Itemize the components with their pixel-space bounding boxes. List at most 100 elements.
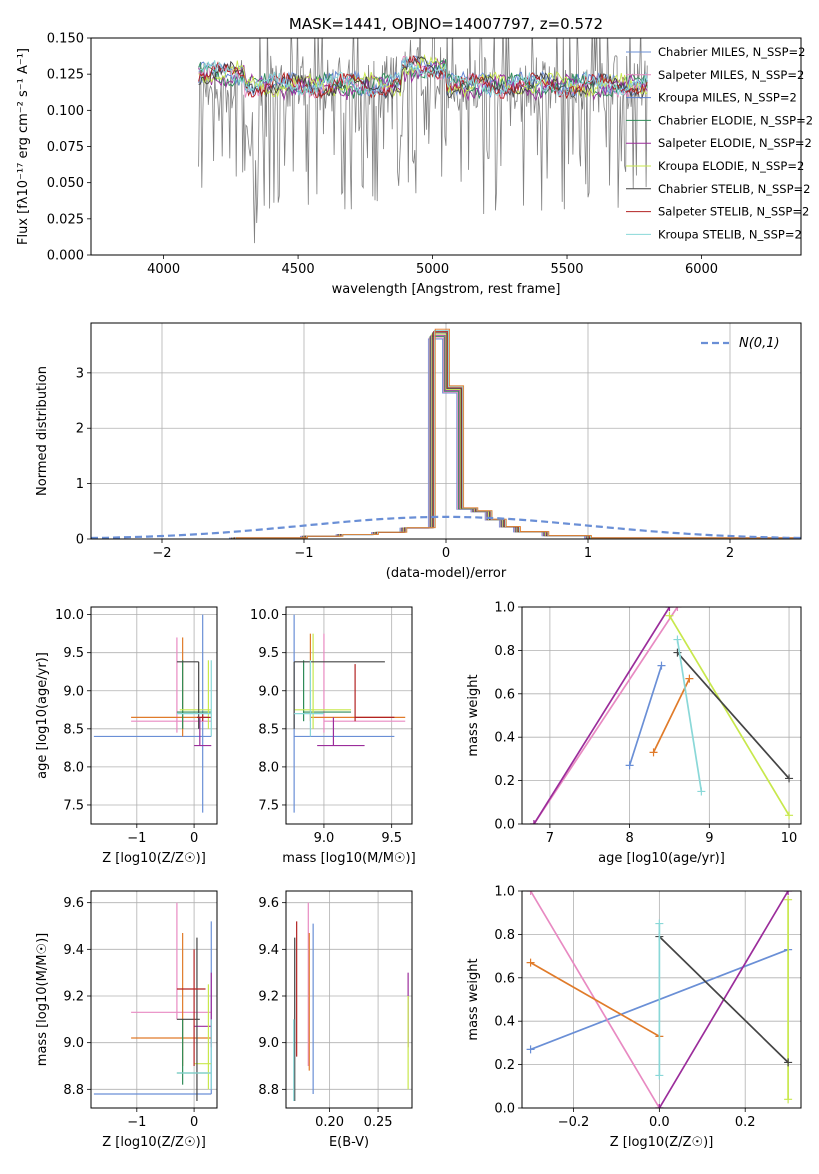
x-tick-label: 8	[625, 831, 633, 846]
y-tick-label: 9.2	[258, 990, 279, 1005]
residual-histogram-step	[91, 336, 800, 539]
y-tick-label: 0.100	[47, 104, 84, 119]
y-tick-label: 1.0	[494, 601, 515, 616]
y-tick-label: 0.150	[47, 32, 84, 47]
weight-plot-area	[529, 607, 794, 824]
axes-frame	[521, 890, 802, 1109]
y-tick-label: 1	[76, 477, 84, 492]
residual-histogram-step	[91, 338, 798, 539]
legend-entry: Salpeter MILES, N_SSP=2	[658, 68, 804, 82]
residual-histogram-step	[91, 337, 799, 539]
x-tick-label: 0.20	[315, 1115, 344, 1130]
weight-marker	[655, 1071, 664, 1080]
errorbar-plot-area	[93, 902, 212, 1101]
y-tick-label: 8.0	[258, 760, 279, 775]
residual-histogram-step	[94, 328, 801, 539]
y-axis-label: Flux [fλ10⁻¹⁷ erg cm⁻² s⁻¹ A⁻¹]	[16, 48, 31, 245]
x-axis-label: Z [log10(Z/Z☉)]	[610, 1135, 714, 1150]
axes-frame	[285, 606, 413, 825]
axes-frame	[90, 37, 802, 256]
x-tick-label: −0.2	[558, 1115, 590, 1130]
weight-vs-age-panel: 7 8 9 10 0.0 0.2 0.4 0.6 0.8 1.0 age [log10(age/yr…	[466, 601, 802, 866]
errorbar-plot-area	[293, 614, 406, 813]
x-tick-label: 5500	[550, 262, 583, 277]
x-tick-label: 10	[781, 831, 798, 846]
spectrum-plot-area	[198, 38, 648, 244]
legend-entry: Chabrier ELODIE, N_SSP=2	[658, 113, 813, 127]
y-tick-label: 0.025	[47, 212, 84, 227]
x-tick-label: 9	[705, 831, 713, 846]
y-tick-label: 8.8	[258, 1083, 279, 1098]
age-vs-metallicity-panel: −1 0 7.5 8.0 8.5 9.0 9.5 10.0 Z [log10(Z/Z☉)] age…	[35, 606, 218, 866]
errorbar-plot-area	[93, 614, 212, 813]
residuals-panel: −2 −1 0 1 2 0 1 2 3 (data-model)/error Normed dist…	[35, 322, 802, 581]
y-tick-label: 9.4	[63, 943, 84, 958]
y-tick-label: 0.8	[494, 644, 515, 659]
x-tick-label: 6000	[685, 262, 718, 277]
y-tick-label: 0.000	[47, 249, 84, 264]
weight-marker	[784, 895, 793, 904]
weight-marker	[697, 787, 706, 796]
weight-vs-metallicity-panel: −0.2 0.0 0.2 0.0 0.2 0.4 0.6 0.8 1.0 Z [log10(Z/Z…	[466, 885, 802, 1150]
y-tick-label: 0.8	[494, 928, 515, 943]
y-tick-label: 0.0	[494, 1102, 515, 1117]
weight-plot-area	[526, 891, 793, 1108]
y-tick-label: 3	[76, 366, 84, 381]
weight-marker	[529, 820, 538, 824]
x-axis-label: Z [log10(Z/Z☉)]	[102, 1135, 206, 1150]
y-tick-label: 0.2	[494, 774, 515, 789]
y-tick-label: 9.0	[63, 1036, 84, 1051]
y-tick-label: 7.5	[258, 798, 279, 813]
y-axis-label: age [log10(age/yr)]	[35, 652, 50, 779]
x-tick-label: 2	[726, 546, 734, 561]
weight-marker	[665, 607, 674, 611]
weight-marker	[657, 661, 666, 670]
y-tick-label: 8.5	[63, 722, 84, 737]
weight-marker	[784, 1095, 793, 1104]
weight-marker	[526, 1045, 535, 1054]
model-spectrum-line	[198, 53, 648, 99]
y-tick-label: 9.5	[63, 646, 84, 661]
x-axis-label: mass [log10(M/M☉)]	[282, 851, 415, 866]
y-tick-label: 0.0	[494, 818, 515, 833]
age-vs-mass-panel: 9.0 9.5 7.5 8.0 8.5 9.0 9.5 10.0 mass [log10(M/M…	[250, 606, 416, 866]
y-tick-label: 0.6	[494, 687, 515, 702]
model-spectrum-line	[198, 56, 648, 100]
weight-line	[533, 607, 679, 824]
x-tick-label: 1	[584, 546, 592, 561]
y-tick-label: 7.5	[63, 798, 84, 813]
weight-marker	[649, 748, 658, 757]
mass-vs-metallicity-panel: −1 0 8.8 9.0 9.2 9.4 9.6 Z [log10(Z/Z☉)] mass [l…	[35, 890, 218, 1150]
y-tick-label: 9.5	[258, 646, 279, 661]
observed-spectrum-line	[198, 38, 648, 244]
x-tick-label: 0	[190, 831, 198, 846]
weight-marker	[685, 674, 694, 683]
weight-marker	[785, 774, 794, 783]
weight-line	[676, 652, 790, 779]
errorbar-plot-area	[293, 902, 409, 1101]
weight-marker	[526, 891, 535, 895]
mass-vs-ebv-panel: 0.20 0.25 8.8 9.0 9.2 9.4 9.6 E(B-V)	[258, 890, 413, 1150]
x-tick-label: −1	[127, 831, 146, 846]
weight-line	[676, 639, 703, 792]
y-tick-label: 9.0	[63, 684, 84, 699]
axes-frame	[285, 890, 413, 1109]
weight-marker	[526, 958, 535, 967]
weight-marker	[655, 1104, 664, 1108]
y-axis-label: mass weight	[466, 674, 481, 756]
x-tick-label: −2	[152, 546, 171, 561]
x-tick-label: 0	[442, 546, 450, 561]
weight-marker	[785, 811, 794, 820]
y-axis-label: Normed distribution	[35, 366, 50, 496]
x-tick-label: 9.0	[314, 831, 335, 846]
y-tick-label: 0.6	[494, 971, 515, 986]
weight-marker	[784, 1058, 793, 1067]
weight-line	[530, 961, 660, 1038]
legend-entry: Kroupa ELODIE, N_SSP=2	[658, 159, 804, 173]
y-tick-label: 9.4	[258, 943, 279, 958]
weight-marker	[784, 891, 793, 895]
x-tick-label: 7	[546, 831, 554, 846]
weight-line	[658, 935, 789, 1064]
weight-marker	[673, 635, 682, 644]
